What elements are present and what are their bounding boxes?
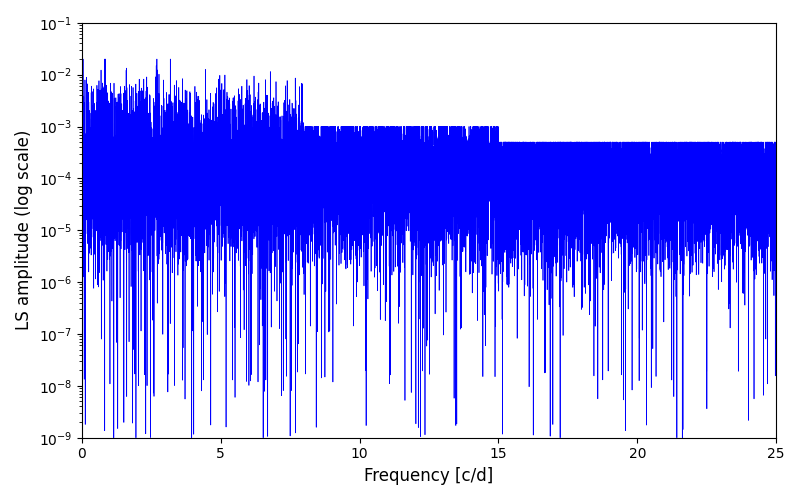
X-axis label: Frequency [c/d]: Frequency [c/d] (364, 467, 494, 485)
Y-axis label: LS amplitude (log scale): LS amplitude (log scale) (15, 130, 33, 330)
